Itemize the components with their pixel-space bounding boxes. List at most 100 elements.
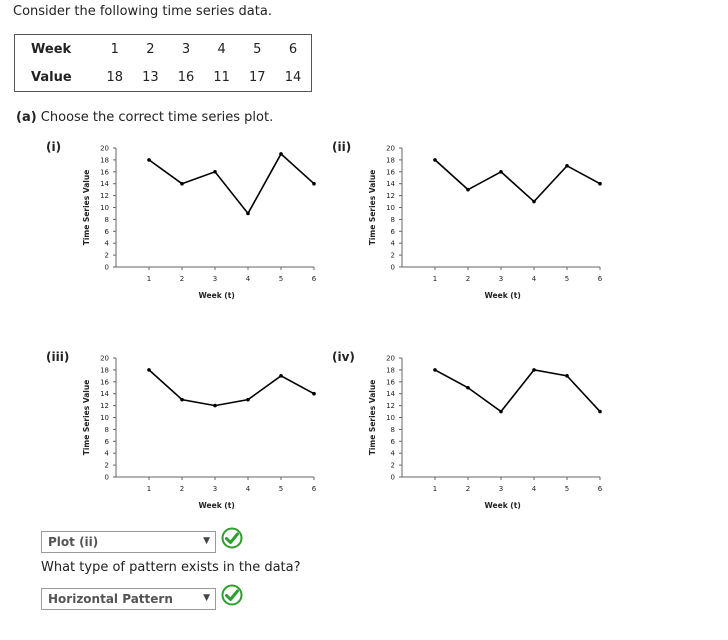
y-tick-label: 2 <box>105 462 109 470</box>
data-point <box>532 368 536 372</box>
table-cell: 11 <box>213 69 230 85</box>
table-row-week: Week 1 2 3 4 5 6 <box>15 35 312 64</box>
data-point <box>565 164 569 168</box>
data-point <box>180 181 184 186</box>
plot-iv-label: (iv) <box>332 350 355 364</box>
y-tick-label: 18 <box>100 366 109 374</box>
x-tick-label: 1 <box>147 275 151 283</box>
y-tick-label: 14 <box>100 390 109 398</box>
data-point <box>279 152 283 156</box>
table-cell: 16 <box>177 69 195 85</box>
y-tick-label: 20 <box>100 145 109 153</box>
data-point <box>499 409 503 414</box>
y-axis-label: Time Series Value <box>368 170 377 246</box>
y-axis-label: Time Series Value <box>82 380 91 456</box>
table-cell: 5 <box>253 41 262 57</box>
y-tick-label: 12 <box>100 402 109 410</box>
series-line <box>434 369 601 413</box>
y-tick-label: 8 <box>105 426 109 434</box>
data-point <box>598 409 602 414</box>
table-cell: 2 <box>146 41 155 57</box>
table-cell: 6 <box>288 41 298 57</box>
check-circle-icon <box>221 527 243 549</box>
x-axis-label: Week (t) <box>199 291 235 300</box>
x-tick-label: 3 <box>213 485 217 493</box>
y-tick-label: 14 <box>386 180 395 188</box>
data-point <box>466 385 470 390</box>
y-tick-label: 18 <box>386 156 395 164</box>
y-tick-label: 8 <box>391 426 395 434</box>
x-axis-label: Week (t) <box>485 291 521 300</box>
y-tick-label: 14 <box>100 180 109 188</box>
table-cell: 17 <box>249 69 266 85</box>
y-tick-label: 12 <box>386 402 395 410</box>
x-tick-label: 6 <box>312 275 317 283</box>
x-tick-label: 5 <box>565 485 569 493</box>
x-tick-label: 4 <box>532 485 537 493</box>
x-tick-label: 6 <box>312 485 317 493</box>
y-tick-label: 16 <box>386 168 395 176</box>
data-point <box>433 158 437 162</box>
question-a-prefix: (a) <box>16 110 37 125</box>
y-tick-label: 0 <box>391 474 395 482</box>
table-cell: 3 <box>181 41 191 57</box>
data-point <box>312 181 316 186</box>
table-cell: 14 <box>284 69 302 85</box>
data-point <box>532 199 536 204</box>
data-point <box>279 374 283 378</box>
y-tick-label: 18 <box>386 366 395 374</box>
y-tick-label: 6 <box>105 228 110 236</box>
y-tick-label: 0 <box>105 474 109 482</box>
data-point <box>147 158 151 162</box>
y-tick-label: 6 <box>391 438 396 446</box>
y-tick-label: 10 <box>386 204 395 212</box>
plot-answer-select[interactable]: Plot (ii) ▼ <box>41 531 216 553</box>
plot-answer-value: Plot (ii) <box>48 535 99 549</box>
pattern-answer-select[interactable]: Horizontal Pattern ▼ <box>41 588 216 610</box>
y-axis-label: Time Series Value <box>368 380 377 456</box>
x-tick-label: 5 <box>279 275 283 283</box>
y-tick-label: 10 <box>100 204 109 212</box>
data-point <box>180 397 184 402</box>
data-point <box>466 187 470 192</box>
data-point <box>147 368 151 372</box>
y-tick-label: 8 <box>391 216 395 224</box>
y-axis-label: Time Series Value <box>82 170 91 246</box>
table-cell: 4 <box>217 41 226 57</box>
y-tick-label: 4 <box>105 240 110 248</box>
table-cell: 18 <box>106 69 124 85</box>
table-row-value: Value 18 13 16 11 17 14 <box>15 63 312 92</box>
series-line <box>148 152 315 215</box>
y-tick-label: 12 <box>386 192 395 200</box>
y-tick-label: 16 <box>386 378 395 386</box>
y-tick-label: 12 <box>100 192 109 200</box>
plot-iii-label: (iii) <box>46 350 70 364</box>
y-tick-label: 16 <box>100 378 109 386</box>
x-tick-label: 4 <box>246 275 251 283</box>
y-tick-label: 6 <box>391 228 396 236</box>
x-tick-label: 6 <box>598 485 603 493</box>
y-tick-label: 20 <box>386 355 395 363</box>
x-tick-label: 1 <box>147 485 151 493</box>
data-point <box>213 170 217 174</box>
x-tick-label: 1 <box>433 275 437 283</box>
y-tick-label: 0 <box>391 264 395 272</box>
y-tick-label: 0 <box>105 264 109 272</box>
y-tick-label: 8 <box>105 216 109 224</box>
y-tick-label: 20 <box>386 145 395 153</box>
time-series-table: Week 1 2 3 4 5 6 Value 18 13 16 11 17 14 <box>14 34 312 92</box>
x-tick-label: 6 <box>598 275 603 283</box>
data-point <box>312 391 316 396</box>
x-tick-label: 3 <box>213 275 217 283</box>
data-point <box>246 211 250 216</box>
pattern-answer-value: Horizontal Pattern <box>48 592 173 606</box>
x-tick-label: 5 <box>565 275 569 283</box>
x-tick-label: 3 <box>499 485 503 493</box>
y-tick-label: 2 <box>105 252 109 260</box>
series-line <box>434 159 601 203</box>
x-tick-label: 4 <box>532 275 537 283</box>
x-axis-label: Week (t) <box>485 501 521 510</box>
y-tick-label: 14 <box>386 390 395 398</box>
chevron-down-icon: ▼ <box>203 536 210 546</box>
